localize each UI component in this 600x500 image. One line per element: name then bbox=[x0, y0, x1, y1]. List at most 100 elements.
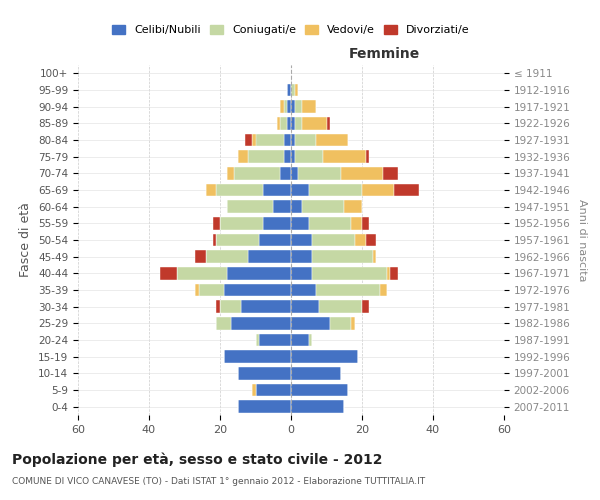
Bar bbox=[248, 150, 284, 163]
Bar bbox=[373, 250, 376, 263]
Legend: Celibi/Nubili, Coniugati/e, Vedovi/e, Divorziati/e: Celibi/Nubili, Coniugati/e, Vedovi/e, Di… bbox=[109, 22, 473, 38]
Bar bbox=[238, 150, 248, 163]
Bar bbox=[291, 167, 298, 179]
Bar bbox=[217, 317, 230, 330]
Y-axis label: Anni di nascita: Anni di nascita bbox=[577, 198, 587, 281]
Bar bbox=[383, 167, 398, 179]
Bar bbox=[313, 234, 355, 246]
Bar bbox=[316, 134, 348, 146]
Bar bbox=[252, 384, 256, 396]
Bar bbox=[326, 117, 330, 130]
Bar bbox=[234, 167, 280, 179]
Bar bbox=[287, 117, 291, 130]
Bar bbox=[295, 150, 323, 163]
Bar bbox=[224, 350, 291, 363]
Bar bbox=[217, 300, 220, 313]
Bar bbox=[394, 184, 419, 196]
Bar bbox=[295, 117, 302, 130]
Bar bbox=[319, 300, 362, 313]
Bar bbox=[302, 117, 326, 130]
Bar bbox=[291, 267, 313, 280]
Bar bbox=[344, 200, 362, 213]
Bar bbox=[365, 234, 376, 246]
Bar bbox=[256, 134, 284, 146]
Bar bbox=[273, 200, 291, 213]
Bar bbox=[362, 217, 369, 230]
Bar bbox=[263, 184, 291, 196]
Bar bbox=[277, 117, 280, 130]
Bar bbox=[291, 367, 341, 380]
Bar bbox=[280, 100, 284, 113]
Bar bbox=[313, 250, 373, 263]
Bar bbox=[362, 184, 394, 196]
Bar bbox=[227, 167, 234, 179]
Bar bbox=[195, 284, 199, 296]
Bar bbox=[309, 184, 362, 196]
Bar bbox=[391, 267, 398, 280]
Bar bbox=[291, 117, 295, 130]
Bar bbox=[291, 217, 309, 230]
Bar bbox=[217, 234, 259, 246]
Bar bbox=[241, 300, 291, 313]
Bar bbox=[256, 384, 291, 396]
Bar bbox=[217, 184, 263, 196]
Bar bbox=[291, 400, 344, 413]
Bar bbox=[238, 400, 291, 413]
Bar bbox=[199, 284, 224, 296]
Bar bbox=[291, 150, 295, 163]
Y-axis label: Fasce di età: Fasce di età bbox=[19, 202, 32, 278]
Text: Popolazione per età, sesso e stato civile - 2012: Popolazione per età, sesso e stato civil… bbox=[12, 452, 383, 467]
Bar bbox=[302, 100, 316, 113]
Bar bbox=[380, 284, 387, 296]
Text: COMUNE DI VICO CANAVESE (TO) - Dati ISTAT 1° gennaio 2012 - Elaborazione TUTTITA: COMUNE DI VICO CANAVESE (TO) - Dati ISTA… bbox=[12, 478, 425, 486]
Bar bbox=[178, 267, 227, 280]
Bar bbox=[295, 84, 298, 96]
Bar bbox=[227, 267, 291, 280]
Bar bbox=[295, 100, 302, 113]
Bar bbox=[291, 350, 358, 363]
Bar bbox=[213, 234, 217, 246]
Bar bbox=[291, 84, 295, 96]
Bar bbox=[284, 100, 287, 113]
Bar bbox=[263, 217, 291, 230]
Bar bbox=[280, 167, 291, 179]
Bar bbox=[355, 234, 365, 246]
Bar bbox=[220, 217, 263, 230]
Bar bbox=[352, 317, 355, 330]
Bar bbox=[291, 384, 348, 396]
Bar bbox=[291, 250, 313, 263]
Bar bbox=[341, 167, 383, 179]
Bar bbox=[302, 200, 344, 213]
Bar bbox=[220, 300, 241, 313]
Bar bbox=[323, 150, 365, 163]
Bar bbox=[291, 200, 302, 213]
Bar bbox=[287, 84, 291, 96]
Bar bbox=[309, 334, 313, 346]
Bar bbox=[160, 267, 178, 280]
Bar bbox=[291, 300, 319, 313]
Bar bbox=[291, 234, 313, 246]
Bar bbox=[245, 134, 252, 146]
Bar bbox=[291, 334, 309, 346]
Bar bbox=[195, 250, 206, 263]
Bar bbox=[316, 284, 380, 296]
Bar bbox=[291, 184, 309, 196]
Bar bbox=[352, 217, 362, 230]
Bar bbox=[227, 200, 273, 213]
Bar bbox=[259, 234, 291, 246]
Bar bbox=[287, 100, 291, 113]
Bar bbox=[259, 334, 291, 346]
Bar bbox=[313, 267, 387, 280]
Bar bbox=[224, 284, 291, 296]
Bar bbox=[291, 134, 295, 146]
Bar bbox=[284, 134, 291, 146]
Bar bbox=[362, 300, 369, 313]
Bar bbox=[365, 150, 369, 163]
Bar bbox=[387, 267, 391, 280]
Bar bbox=[295, 134, 316, 146]
Bar bbox=[206, 184, 217, 196]
Bar bbox=[330, 317, 352, 330]
Bar bbox=[291, 317, 330, 330]
Bar bbox=[284, 150, 291, 163]
Bar bbox=[238, 367, 291, 380]
